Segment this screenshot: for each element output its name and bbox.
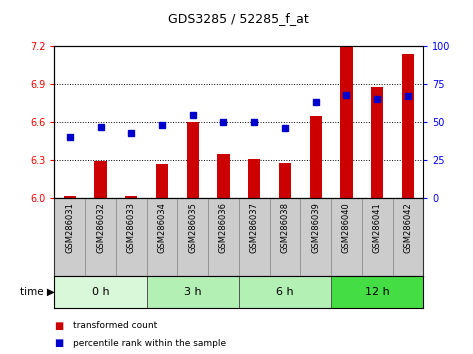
Text: GSM286042: GSM286042 (403, 202, 412, 253)
Bar (218, 154, 230, 198)
Bar (239, 276, 331, 308)
Bar (95, 161, 107, 198)
Text: GSM286031: GSM286031 (65, 202, 74, 253)
Bar (177, 198, 208, 276)
Text: 6 h: 6 h (276, 287, 294, 297)
Bar (147, 198, 177, 276)
Bar (248, 159, 261, 198)
Text: 3 h: 3 h (184, 287, 201, 297)
Text: GSM286035: GSM286035 (188, 202, 197, 253)
Bar (310, 116, 322, 198)
Bar (63, 196, 76, 198)
Text: GSM286033: GSM286033 (127, 202, 136, 253)
Bar (341, 47, 353, 198)
Bar (156, 164, 168, 198)
Bar (393, 198, 423, 276)
Text: GSM286039: GSM286039 (311, 202, 320, 253)
Bar (270, 198, 300, 276)
Text: GSM286040: GSM286040 (342, 202, 351, 253)
Text: time ▶: time ▶ (19, 287, 54, 297)
Bar (54, 198, 85, 276)
Bar (279, 163, 291, 198)
Bar (186, 122, 199, 198)
Bar (239, 198, 270, 276)
Text: 12 h: 12 h (365, 287, 390, 297)
Text: ■: ■ (54, 321, 64, 331)
Bar (147, 276, 239, 308)
Bar (402, 54, 414, 198)
Bar (85, 198, 116, 276)
Text: GSM286038: GSM286038 (280, 202, 289, 253)
Text: GSM286041: GSM286041 (373, 202, 382, 253)
Text: percentile rank within the sample: percentile rank within the sample (73, 339, 227, 348)
Text: GSM286032: GSM286032 (96, 202, 105, 253)
Text: 0 h: 0 h (92, 287, 109, 297)
Text: GSM286034: GSM286034 (158, 202, 166, 253)
Text: transformed count: transformed count (73, 321, 158, 330)
Bar (54, 276, 147, 308)
Bar (208, 198, 239, 276)
Bar (331, 198, 362, 276)
Bar (300, 198, 331, 276)
Text: ■: ■ (54, 338, 64, 348)
Bar (116, 198, 147, 276)
Bar (331, 276, 423, 308)
Bar (371, 87, 383, 198)
Text: GSM286036: GSM286036 (219, 202, 228, 253)
Bar (125, 196, 137, 198)
Text: GSM286037: GSM286037 (250, 202, 259, 253)
Text: GDS3285 / 52285_f_at: GDS3285 / 52285_f_at (168, 12, 309, 25)
Bar (362, 198, 393, 276)
